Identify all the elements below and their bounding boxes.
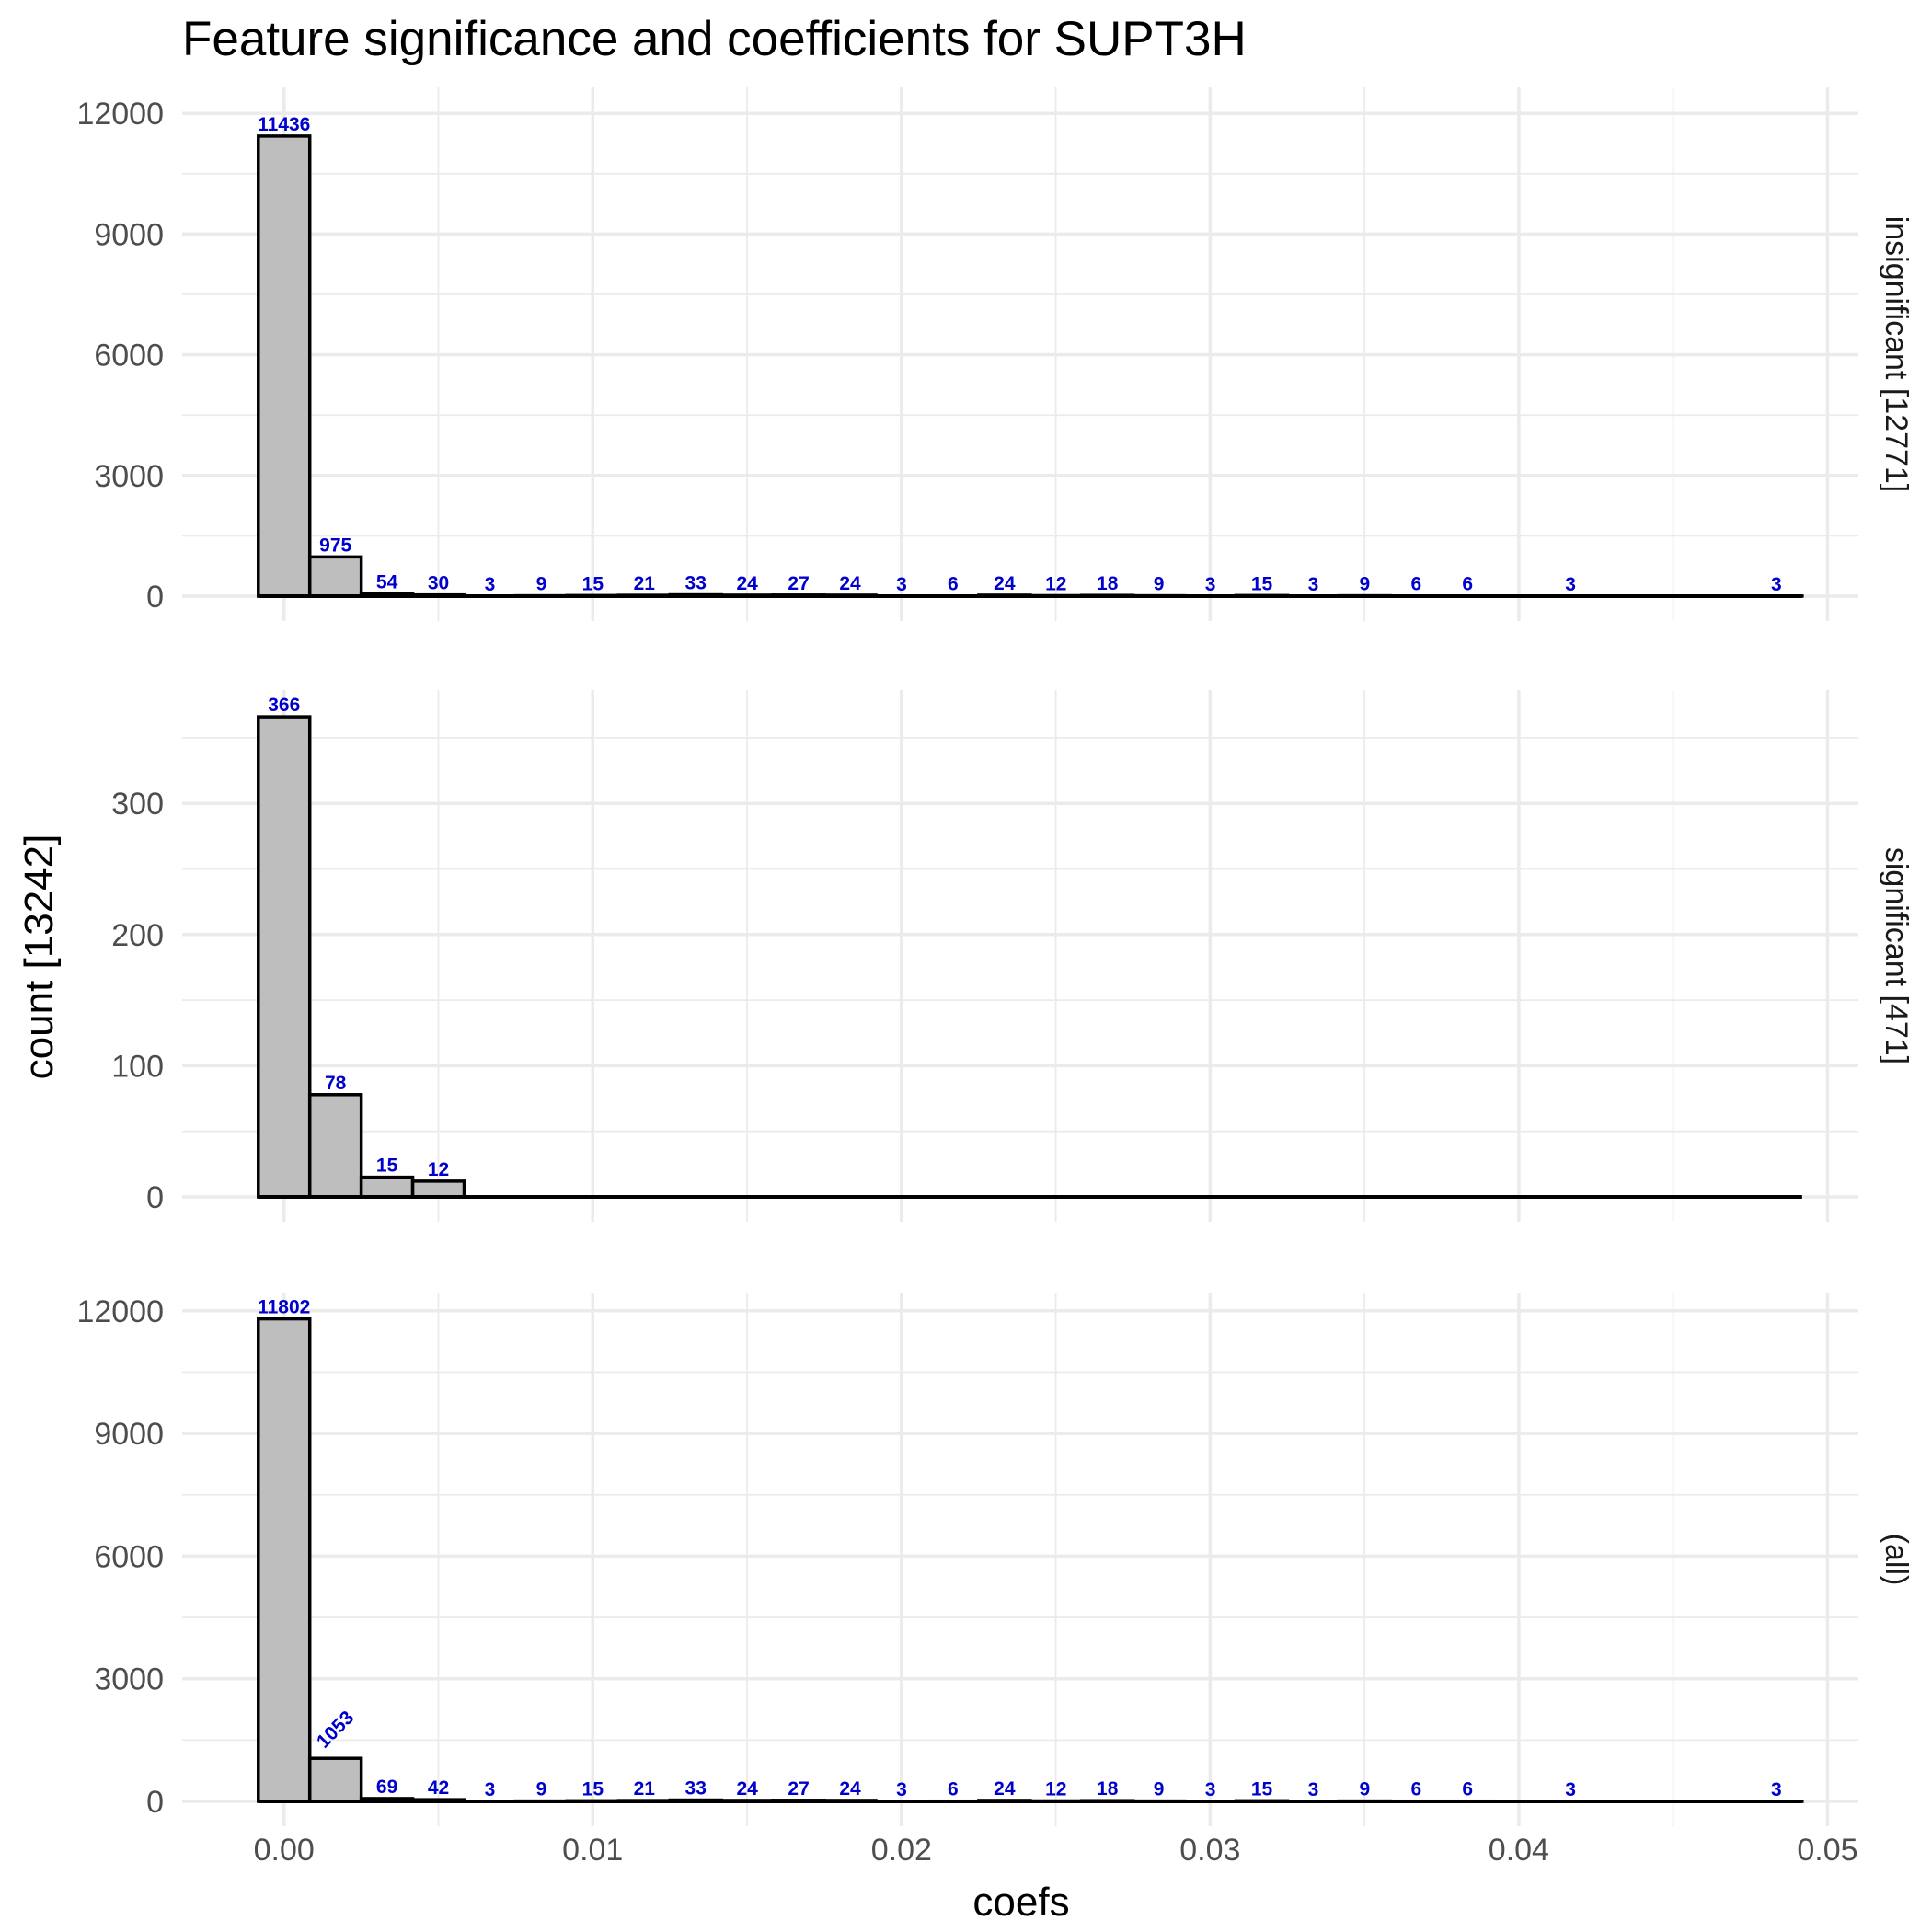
bar-count-label: 42 [428, 1777, 449, 1799]
histogram-bar [359, 1175, 415, 1199]
bar-count-label: 3 [896, 1779, 907, 1800]
bar-count-label: 3 [1205, 574, 1216, 595]
bar-count-label: 21 [634, 1778, 656, 1800]
y-axis-title: count [13242] [17, 834, 62, 1080]
bar-count-label: 12 [1045, 573, 1066, 594]
bar-count-label: 3 [485, 1779, 496, 1800]
bar-count-label: 18 [1097, 573, 1119, 594]
bar-count-label: 24 [736, 1778, 758, 1800]
bar-count-label: 24 [994, 573, 1016, 594]
bar-count-label: 78 [325, 1073, 347, 1094]
bar-count-label: 27 [788, 1778, 809, 1800]
y-tick-label: 6000 [94, 1539, 164, 1574]
bar-count-label: 24 [839, 1778, 861, 1800]
bar-count-label: 6 [1410, 1779, 1421, 1800]
y-tick-label: 12000 [76, 1294, 164, 1329]
bar-count-label: 9 [536, 574, 547, 595]
chart-title: Feature significance and coefficients fo… [182, 12, 1247, 66]
bar-count-label: 1053 [313, 1707, 358, 1752]
y-tick-label: 9000 [94, 1417, 164, 1452]
bar-count-label: 11436 [258, 114, 310, 135]
x-axis-ticks: 0.00 0.01 0.02 0.03 0.04 0.05 [254, 1833, 1858, 1868]
y-tick-label: 200 [111, 918, 164, 953]
histogram-bar [307, 1756, 363, 1803]
x-tick-label: 0.04 [1489, 1833, 1549, 1868]
bar-count-label: 24 [839, 573, 861, 594]
bar-count-label: 9 [1154, 574, 1165, 595]
y-tick-label: 0 [146, 580, 164, 615]
bar-count-label: 15 [376, 1156, 398, 1177]
x-tick-label: 0.05 [1797, 1833, 1857, 1868]
bar-count-label: 33 [685, 1778, 707, 1800]
bar-count-label: 3 [1771, 574, 1782, 595]
facet-strip-label: significant [471] [1879, 847, 1914, 1064]
y-tick-label: 0 [146, 1180, 164, 1215]
y-tick-label: 300 [111, 787, 164, 822]
histogram-bar [410, 1179, 466, 1199]
bar-count-label: 975 [319, 535, 351, 556]
y-tick-label: 3000 [94, 459, 164, 494]
bar-count-label: 6 [1462, 574, 1473, 595]
bar-count-label: 9 [536, 1779, 547, 1800]
bar-count-label: 11802 [258, 1297, 310, 1318]
bar-count-label: 6 [1410, 574, 1421, 595]
bar-count-label: 24 [736, 573, 758, 594]
bar-count-label: 15 [1251, 573, 1273, 594]
bar-count-label: 3 [485, 574, 496, 595]
facet-strip-label: (all) [1879, 1534, 1914, 1586]
bar-count-label: 9 [1154, 1779, 1165, 1800]
bar-count-label: 27 [788, 573, 809, 594]
bar-count-label: 3 [1308, 574, 1319, 595]
bar-count-label: 15 [1251, 1778, 1273, 1800]
bar-count-label: 69 [376, 1777, 397, 1798]
bar-count-label: 3 [1565, 1779, 1576, 1800]
bar-count-label: 6 [948, 1779, 959, 1800]
histogram-bar [307, 1093, 363, 1199]
histogram-bar [257, 134, 312, 598]
bar-count-label: 15 [582, 1778, 604, 1800]
bar-count-label: 12 [1045, 1778, 1066, 1800]
bar-count-label: 15 [582, 573, 604, 594]
x-tick-label: 0.01 [562, 1833, 623, 1868]
bar-count-label: 9 [1360, 1779, 1371, 1800]
x-tick-label: 0.03 [1179, 1833, 1240, 1868]
y-tick-label: 9000 [94, 217, 164, 252]
bar-count-label: 24 [994, 1778, 1016, 1800]
bar-count-label: 3 [1308, 1779, 1319, 1800]
bar-count-label: 18 [1097, 1778, 1119, 1800]
bar-count-label: 54 [376, 572, 398, 593]
y-tick-label: 100 [111, 1049, 164, 1084]
bar-count-label: 3 [1205, 1779, 1216, 1800]
x-tick-label: 0.00 [254, 1833, 315, 1868]
x-axis-title: coefs [972, 1880, 1069, 1925]
facet-strip-label: insignificant [12771] [1879, 216, 1914, 493]
panel-2: 0 100 200 300 366 78 15 12 significant [471] [111, 690, 1914, 1222]
bar-count-label: 21 [634, 573, 656, 594]
histogram-bar [307, 555, 363, 598]
bar-count-label: 33 [685, 573, 707, 594]
bar-count-label: 3 [1771, 1779, 1782, 1800]
bar-count-label: 6 [948, 574, 959, 595]
bar-count-label: 3 [896, 574, 907, 595]
histogram-bar [257, 715, 312, 1199]
bar-count-label: 366 [268, 695, 300, 716]
bar-count-label: 3 [1565, 574, 1576, 595]
bar-count-label: 30 [428, 573, 449, 594]
histogram-bar [257, 1317, 312, 1803]
bar-count-label: 12 [428, 1159, 449, 1180]
x-tick-label: 0.02 [871, 1833, 932, 1868]
y-tick-label: 6000 [94, 339, 164, 374]
y-tick-label: 3000 [94, 1662, 164, 1697]
y-tick-label: 12000 [76, 97, 164, 132]
bar-count-label: 6 [1462, 1779, 1473, 1800]
bar-count-label: 9 [1360, 574, 1371, 595]
y-tick-label: 0 [146, 1785, 164, 1820]
